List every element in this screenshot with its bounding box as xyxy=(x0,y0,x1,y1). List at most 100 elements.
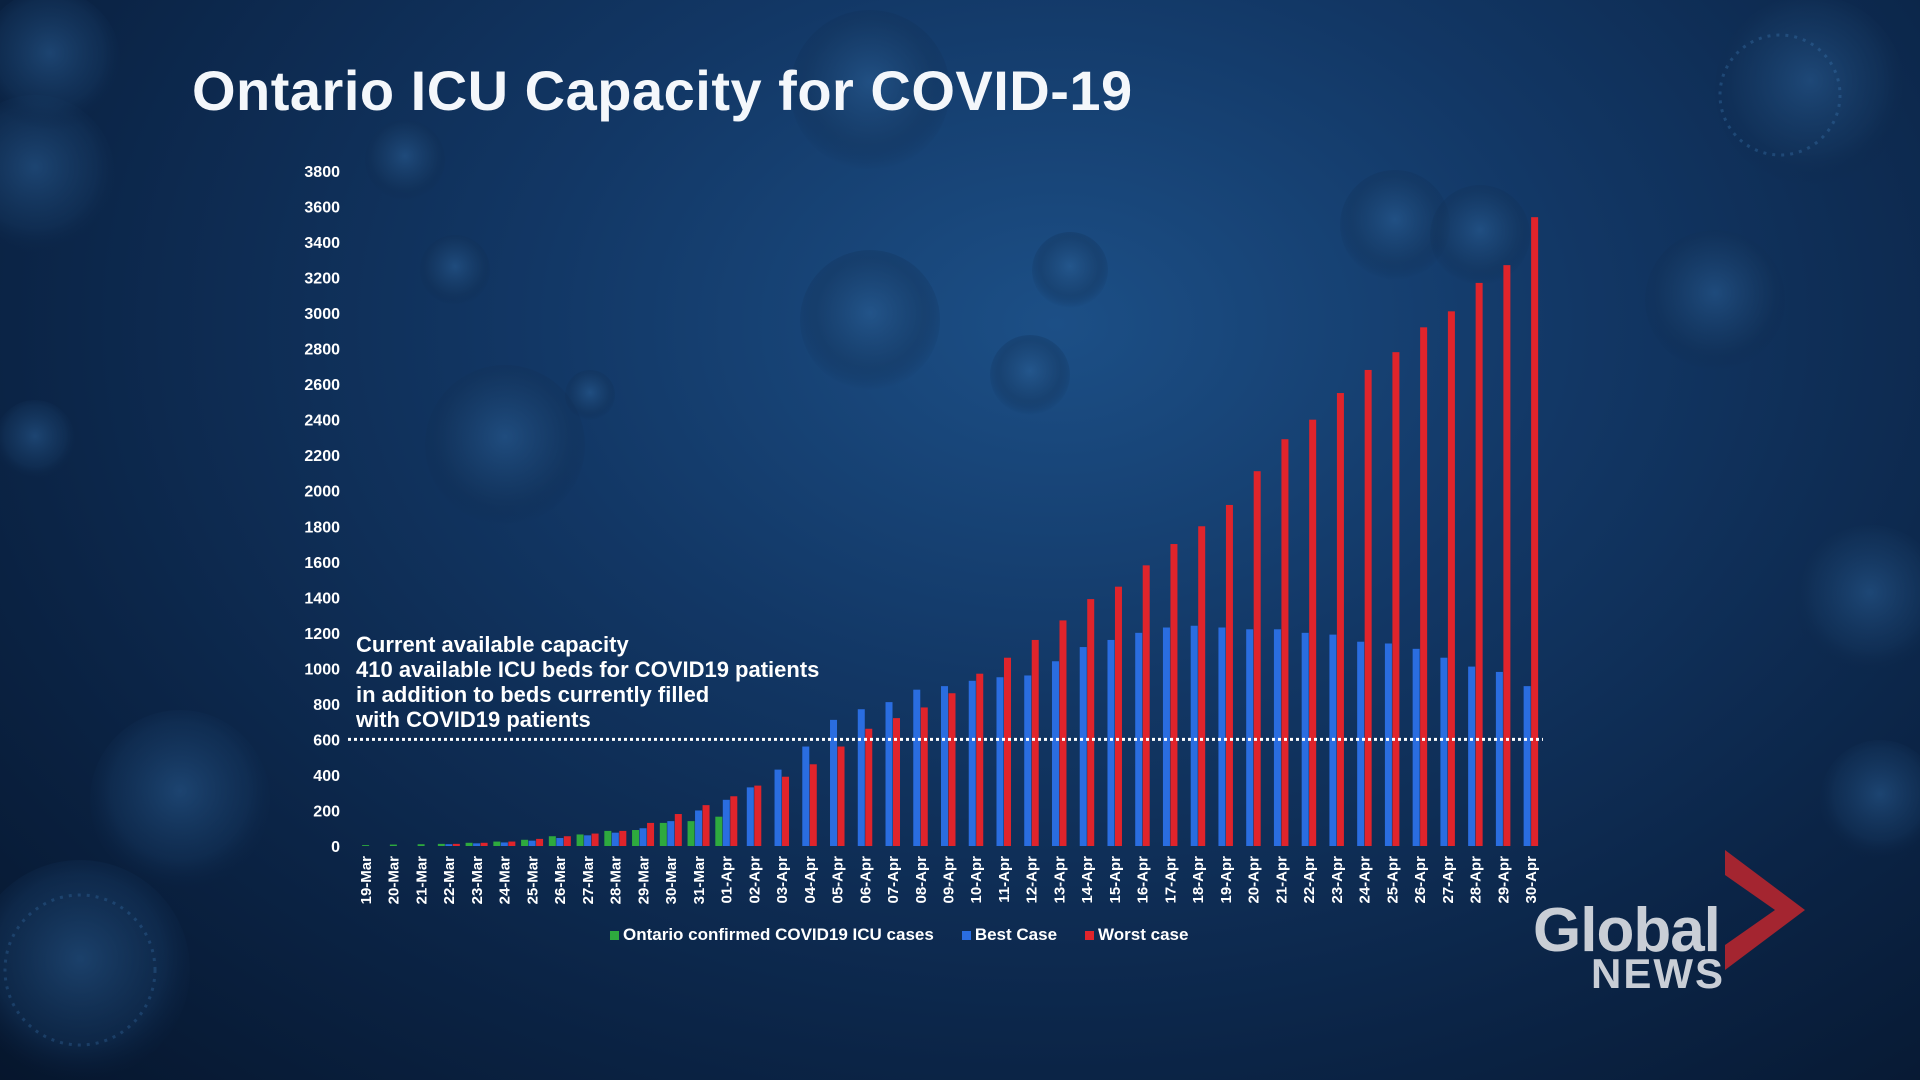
x-tick-label: 09-Apr xyxy=(941,856,958,904)
bar-worst-case xyxy=(647,822,655,846)
bar-worst-case xyxy=(1364,369,1372,846)
x-tick-label: 20-Mar xyxy=(386,856,403,905)
y-tick-label: 3600 xyxy=(304,200,340,217)
bar-best-case xyxy=(1218,627,1226,846)
logo-text-global: Global xyxy=(1533,896,1721,965)
logo-arrow-icon xyxy=(1725,850,1805,970)
legend-swatch-worst xyxy=(1085,930,1095,940)
bar-best-case xyxy=(639,828,647,846)
x-tick-label: 28-Mar xyxy=(608,856,625,905)
bar-best-case xyxy=(830,719,838,846)
x-tick-label: 24-Mar xyxy=(497,856,514,905)
legend-item-worst: Worst case xyxy=(1085,925,1188,945)
bar-worst-case xyxy=(1059,620,1067,846)
y-tick-label: 800 xyxy=(313,697,340,714)
legend-label-worst: Worst case xyxy=(1098,925,1189,944)
bar-best-case xyxy=(968,680,976,846)
legend-label-confirmed: Ontario confirmed COVID19 ICU cases xyxy=(623,925,934,944)
legend-swatch-confirmed xyxy=(610,930,619,940)
bar-worst-case xyxy=(619,830,627,846)
y-tick-label: 2400 xyxy=(304,413,340,430)
y-tick-label: 3400 xyxy=(304,235,340,252)
y-axis: 0 200 400 600 800 1000 1200 1400 1600 1800 2000 220… xyxy=(304,164,340,856)
bar-worst-case xyxy=(1420,327,1428,846)
x-tick-label: 05-Apr xyxy=(830,856,847,904)
bar-confirmed xyxy=(659,822,667,846)
bar-best-case xyxy=(1384,643,1392,846)
bar-worst-case xyxy=(1392,352,1400,846)
legend-item-best: Best Case xyxy=(961,925,1058,945)
bar-best-case xyxy=(500,842,508,846)
bar-best-case xyxy=(802,746,810,846)
global-news-logo: Global NEWS xyxy=(1525,850,1805,1005)
bar-best-case xyxy=(774,769,782,846)
bar-best-case xyxy=(722,799,730,846)
y-tick-label: 1400 xyxy=(304,590,340,607)
bar-worst-case xyxy=(452,843,460,846)
chart-legend: Ontario confirmed COVID19 ICU cases Best… xyxy=(610,925,1188,945)
x-tick-label: 15-Apr xyxy=(1107,856,1124,904)
logo-text-news: NEWS xyxy=(1591,950,1725,997)
x-tick-label: 07-Apr xyxy=(885,856,902,904)
bar-best-case xyxy=(1246,629,1254,846)
y-tick-label: 2600 xyxy=(304,377,340,394)
x-tick-label: 30-Apr xyxy=(1523,856,1540,904)
x-tick-label: 17-Apr xyxy=(1162,856,1179,904)
x-tick-label: 23-Apr xyxy=(1329,856,1346,904)
x-tick-label: 23-Mar xyxy=(469,856,486,905)
bar-worst-case xyxy=(1503,265,1511,846)
x-tick-label: 26-Mar xyxy=(552,856,569,905)
capacity-annotation: Current available capacity 410 available… xyxy=(356,632,820,732)
y-tick-label: 2800 xyxy=(304,342,340,359)
bar-confirmed xyxy=(632,830,640,846)
y-tick-label: 0 xyxy=(331,839,340,856)
y-tick-label: 3800 xyxy=(304,164,340,181)
x-tick-label: 28-Apr xyxy=(1468,856,1485,904)
bar-worst-case xyxy=(1142,565,1150,846)
bar-worst-case xyxy=(1309,419,1317,846)
bar-worst-case xyxy=(1031,639,1039,846)
y-tick-label: 1200 xyxy=(304,626,340,643)
bar-best-case xyxy=(1523,686,1531,846)
bar-worst-case xyxy=(754,785,762,846)
bar-best-case xyxy=(1051,661,1059,846)
bar-worst-case xyxy=(1225,504,1233,846)
chart-title: Ontario ICU Capacity for COVID-19 xyxy=(192,59,1133,122)
y-tick-label: 200 xyxy=(313,803,340,820)
y-tick-label: 2200 xyxy=(304,448,340,465)
y-tick-label: 400 xyxy=(313,768,340,785)
x-tick-label: 11-Apr xyxy=(996,856,1013,903)
legend-label-best: Best Case xyxy=(974,925,1058,944)
x-tick-label: 08-Apr xyxy=(913,856,930,904)
bar-best-case xyxy=(611,832,619,846)
bar-confirmed xyxy=(687,821,695,846)
bar-worst-case xyxy=(865,728,873,846)
bar-worst-case xyxy=(1253,471,1261,846)
bar-worst-case xyxy=(1475,282,1483,846)
x-tick-label: 20-Apr xyxy=(1246,856,1263,904)
bar-best-case xyxy=(746,787,754,846)
x-tick-label: 12-Apr xyxy=(1024,856,1041,904)
x-tick-label: 21-Mar xyxy=(413,856,430,905)
x-tick-label: 19-Mar xyxy=(358,856,375,905)
y-tick-label: 2000 xyxy=(304,484,340,501)
bar-best-case xyxy=(1135,632,1143,846)
bar-worst-case xyxy=(809,764,817,846)
bar-worst-case xyxy=(591,833,599,846)
x-tick-label: 06-Apr xyxy=(857,856,874,904)
bar-best-case xyxy=(913,689,921,846)
bar-worst-case xyxy=(702,805,710,846)
y-tick-label: 1800 xyxy=(304,519,340,536)
bar-best-case xyxy=(584,835,592,846)
bar-confirmed xyxy=(465,842,473,846)
x-tick-label: 31-Mar xyxy=(691,856,708,905)
bar-worst-case xyxy=(563,836,571,846)
x-tick-label: 14-Apr xyxy=(1079,856,1096,904)
bar-best-case xyxy=(1024,675,1032,846)
bar-best-case xyxy=(857,709,865,846)
x-tick-label: 30-Mar xyxy=(663,856,680,905)
bar-worst-case xyxy=(480,842,488,846)
bar-best-case xyxy=(1273,629,1281,846)
bar-worst-case xyxy=(674,814,682,846)
x-tick-label: 29-Mar xyxy=(635,856,652,905)
